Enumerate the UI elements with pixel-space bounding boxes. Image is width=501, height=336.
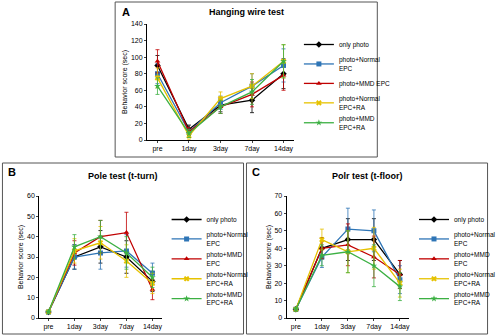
svg-text:3day: 3day — [93, 323, 109, 331]
svg-text:50: 50 — [274, 227, 282, 234]
svg-text:photo+NormalEPC: photo+NormalEPC — [339, 56, 381, 71]
svg-text:photo+MMDEPC: photo+MMDEPC — [207, 251, 243, 266]
svg-text:7day: 7day — [244, 145, 260, 153]
svg-text:only photo: only photo — [454, 216, 484, 224]
svg-text:photo+NormalEPC+RA: photo+NormalEPC+RA — [207, 271, 249, 286]
svg-text:1day: 1day — [314, 323, 330, 331]
svg-text:140: 140 — [131, 20, 143, 27]
svg-text:photo+NormalEPC: photo+NormalEPC — [454, 231, 496, 246]
svg-text:B: B — [8, 166, 16, 178]
svg-text:Behavior score (sec): Behavior score (sec) — [265, 225, 273, 289]
svg-text:pre: pre — [152, 145, 162, 153]
svg-text:60: 60 — [274, 210, 282, 217]
svg-text:Behavior score (sec): Behavior score (sec) — [121, 50, 129, 114]
svg-text:30: 30 — [274, 262, 282, 269]
svg-text:C: C — [252, 166, 260, 178]
svg-text:only photo: only photo — [339, 41, 369, 49]
svg-text:80: 80 — [135, 70, 143, 77]
svg-text:50: 50 — [27, 213, 35, 220]
svg-text:photo+MMD EPC: photo+MMD EPC — [339, 80, 390, 88]
svg-text:40: 40 — [27, 233, 35, 240]
svg-text:0: 0 — [31, 314, 35, 321]
svg-text:120: 120 — [131, 37, 143, 44]
svg-text:1day: 1day — [67, 323, 83, 331]
svg-text:A: A — [122, 6, 130, 18]
svg-text:photo+MMDEPC+RA: photo+MMDEPC+RA — [454, 291, 490, 306]
svg-text:60: 60 — [27, 192, 35, 199]
svg-text:7day: 7day — [119, 323, 135, 331]
svg-text:14day: 14day — [143, 323, 163, 331]
svg-text:20: 20 — [135, 120, 143, 127]
svg-text:0: 0 — [139, 136, 143, 143]
svg-text:7day: 7day — [366, 323, 382, 331]
svg-text:photo+MMDEPC+RA: photo+MMDEPC+RA — [339, 115, 375, 130]
svg-text:photo+NormalEPC: photo+NormalEPC — [207, 231, 249, 246]
svg-text:Pole test (t-turn): Pole test (t-turn) — [88, 171, 158, 181]
svg-text:only photo: only photo — [207, 216, 237, 224]
svg-text:14day: 14day — [274, 145, 294, 153]
svg-text:40: 40 — [135, 103, 143, 110]
svg-text:Hanging wire test: Hanging wire test — [209, 7, 284, 17]
svg-text:photo+NormalEPC+RA: photo+NormalEPC+RA — [454, 271, 496, 286]
svg-text:photo+NormalEPC+RA: photo+NormalEPC+RA — [339, 95, 381, 110]
svg-text:pre: pre — [291, 323, 301, 331]
svg-text:pre: pre — [43, 323, 53, 331]
svg-text:20: 20 — [274, 280, 282, 287]
svg-text:1day: 1day — [181, 145, 197, 153]
svg-text:20: 20 — [27, 274, 35, 281]
svg-text:photo+MMDEPC+RA: photo+MMDEPC+RA — [207, 291, 243, 306]
svg-text:30: 30 — [27, 253, 35, 260]
svg-text:14day: 14day — [390, 323, 410, 331]
svg-text:photo+MMDEPC: photo+MMDEPC — [454, 251, 490, 266]
svg-text:10: 10 — [27, 294, 35, 301]
svg-text:Behavior score (sec): Behavior score (sec) — [17, 225, 25, 289]
svg-text:10: 10 — [274, 297, 282, 304]
svg-text:Polr test (t-floor): Polr test (t-floor) — [332, 171, 403, 181]
svg-text:3day: 3day — [340, 323, 356, 331]
svg-text:60: 60 — [135, 87, 143, 94]
svg-text:70: 70 — [274, 192, 282, 199]
svg-text:3day: 3day — [213, 145, 229, 153]
svg-text:40: 40 — [274, 245, 282, 252]
svg-text:100: 100 — [131, 54, 143, 61]
svg-text:0: 0 — [278, 314, 282, 321]
